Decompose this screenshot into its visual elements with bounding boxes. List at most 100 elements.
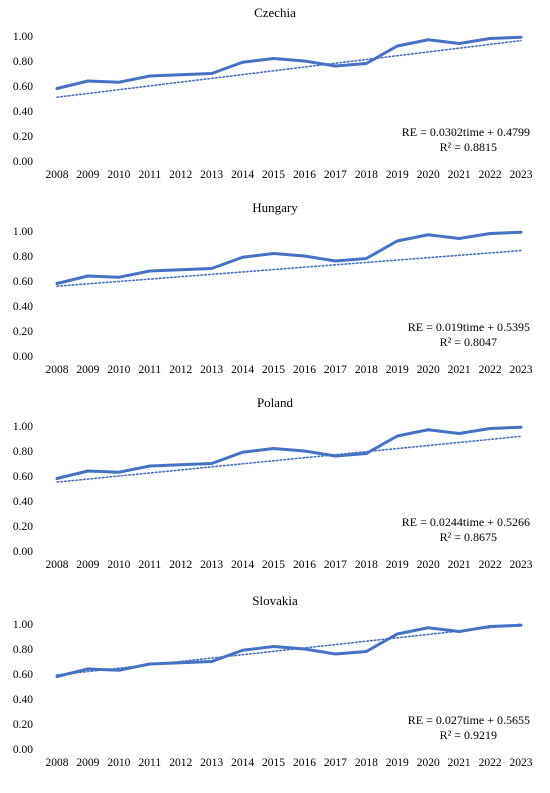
y-tick-label: 0.80 bbox=[13, 446, 33, 458]
data-point bbox=[179, 463, 183, 467]
x-tick-label: 2010 bbox=[107, 559, 130, 571]
data-point bbox=[117, 80, 121, 84]
data-point bbox=[148, 464, 152, 468]
y-tick-label: 1.00 bbox=[13, 31, 33, 43]
y-tick-label: 0.60 bbox=[13, 276, 33, 288]
x-tick-label: 2011 bbox=[139, 757, 162, 769]
chart-panel-3: Slovakia 0.00 0.20 0.40 0.60 0.80 1.00 2008 2009… bbox=[13, 593, 533, 769]
trendline bbox=[56, 39, 522, 99]
x-tick-label: 2011 bbox=[139, 364, 162, 376]
x-tick-label: 2019 bbox=[386, 364, 409, 376]
data-point bbox=[272, 447, 275, 450]
data-point bbox=[210, 267, 214, 270]
data-point bbox=[364, 650, 368, 653]
data-point bbox=[395, 44, 399, 48]
x-tick-label: 2016 bbox=[293, 757, 316, 769]
data-point bbox=[457, 432, 461, 435]
x-tick-label: 2009 bbox=[76, 169, 99, 181]
x-tick-label: 2014 bbox=[231, 169, 254, 181]
x-tick-label: 2013 bbox=[200, 364, 223, 376]
x-tick-label: 2023 bbox=[510, 757, 533, 769]
x-tick-label: 2022 bbox=[479, 559, 502, 571]
data-point bbox=[426, 233, 430, 237]
data-point bbox=[179, 268, 183, 272]
x-tick-label: 2011 bbox=[139, 169, 162, 181]
data-point bbox=[241, 60, 245, 64]
x-tick-label: 2019 bbox=[386, 169, 409, 181]
data-point bbox=[210, 660, 214, 663]
x-tick-label: 2010 bbox=[107, 364, 130, 376]
x-tick-label: 2012 bbox=[169, 757, 192, 769]
data-point bbox=[457, 42, 461, 45]
x-tick-label: 2009 bbox=[76, 364, 99, 376]
x-tick-label: 2021 bbox=[448, 364, 471, 376]
x-tick-label: 2014 bbox=[231, 559, 254, 571]
x-tick-label: 2018 bbox=[355, 757, 378, 769]
x-tick-label: 2020 bbox=[417, 364, 440, 376]
y-tick-label: 0.60 bbox=[13, 81, 33, 93]
x-tick-label: 2014 bbox=[231, 364, 254, 376]
x-tick-label: 2015 bbox=[262, 364, 285, 376]
r-squared: R² = 0.8047 bbox=[440, 335, 497, 349]
trend-equation: RE = 0.0302time + 0.4799 bbox=[402, 125, 530, 139]
y-tick-label: 0.60 bbox=[13, 471, 33, 483]
trendline bbox=[56, 435, 522, 483]
y-tick-label: 0.40 bbox=[13, 496, 33, 508]
data-point bbox=[241, 648, 245, 652]
series-line bbox=[55, 425, 523, 480]
x-tick-label: 2010 bbox=[107, 757, 130, 769]
x-tick-label: 2012 bbox=[169, 169, 192, 181]
y-tick-label: 0.40 bbox=[13, 301, 33, 313]
x-tick-label: 2022 bbox=[479, 364, 502, 376]
x-tick-label: 2020 bbox=[417, 559, 440, 571]
x-tick-label: 2014 bbox=[231, 757, 254, 769]
y-tick-label: 0.40 bbox=[13, 106, 33, 118]
x-tick-label: 2021 bbox=[448, 757, 471, 769]
x-tick-label: 2016 bbox=[293, 559, 316, 571]
x-tick-label: 2017 bbox=[324, 364, 347, 376]
x-tick-label: 2013 bbox=[200, 169, 223, 181]
data-point bbox=[117, 470, 121, 474]
y-tick-label: 0.00 bbox=[13, 744, 33, 756]
chart-panel-2: Poland 0.00 0.20 0.40 0.60 0.80 1.00 2008 2009 20… bbox=[13, 395, 533, 571]
x-tick-label: 2022 bbox=[479, 757, 502, 769]
y-tick-label: 0.80 bbox=[13, 251, 33, 263]
x-tick-label: 2018 bbox=[355, 364, 378, 376]
x-tick-label: 2008 bbox=[46, 757, 69, 769]
data-point bbox=[55, 87, 59, 90]
data-point bbox=[210, 72, 214, 75]
x-tick-label: 2018 bbox=[355, 169, 378, 181]
data-point bbox=[488, 427, 492, 430]
r-squared: R² = 0.8815 bbox=[440, 140, 497, 154]
data-point bbox=[519, 230, 523, 234]
x-tick-label: 2021 bbox=[448, 559, 471, 571]
x-tick-label: 2011 bbox=[139, 559, 162, 571]
x-tick-label: 2021 bbox=[448, 169, 471, 181]
y-tick-label: 1.00 bbox=[13, 226, 33, 238]
x-tick-label: 2017 bbox=[324, 559, 347, 571]
trend-equation: RE = 0.019time + 0.5395 bbox=[408, 320, 530, 334]
y-tick-label: 0.80 bbox=[13, 644, 33, 656]
x-tick-label: 2017 bbox=[324, 757, 347, 769]
x-tick-label: 2019 bbox=[386, 559, 409, 571]
y-tick-label: 0.60 bbox=[13, 669, 33, 681]
data-point bbox=[303, 254, 306, 258]
data-point bbox=[334, 652, 337, 656]
y-tick-label: 0.00 bbox=[13, 351, 33, 363]
data-point bbox=[426, 38, 430, 42]
data-point bbox=[86, 274, 90, 278]
data-point bbox=[55, 477, 59, 480]
x-tick-label: 2020 bbox=[417, 757, 440, 769]
x-tick-label: 2020 bbox=[417, 169, 440, 181]
x-tick-label: 2015 bbox=[262, 559, 285, 571]
y-tick-label: 1.00 bbox=[13, 421, 33, 433]
data-point bbox=[86, 469, 90, 473]
data-point bbox=[519, 623, 523, 627]
series-line bbox=[55, 35, 523, 90]
data-point bbox=[519, 425, 523, 429]
r-squared: R² = 0.8675 bbox=[440, 530, 497, 544]
data-point bbox=[457, 237, 461, 240]
data-point bbox=[334, 64, 337, 68]
trendline bbox=[56, 249, 522, 287]
